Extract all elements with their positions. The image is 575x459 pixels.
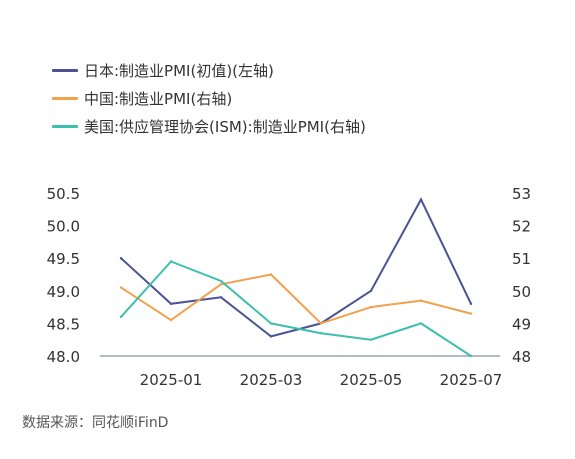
y-left-tick-label: 50.0 [47,218,80,236]
y-left-tick-label: 49.0 [47,283,80,301]
legend-label: 日本:制造业PMI(初值)(左轴) [84,61,274,80]
legend-swatch [52,68,78,72]
series-2-point [119,286,123,289]
series-2-point [219,283,223,286]
x-tick-label: 2025-07 [440,371,503,389]
y-right-tick-label: 53 [512,185,531,203]
legend-item: 美国:供应管理协会(ISM):制造业PMI(右轴) [52,112,366,140]
legend-item: 中国:制造业PMI(右轴) [52,84,366,112]
series-2-point [419,299,423,302]
series-3-point [219,279,223,283]
series-3-point [319,331,323,335]
x-tick-label: 2025-05 [340,371,403,389]
series-1-point [269,335,273,338]
series-2-point [469,312,473,315]
data-source-note: 数据来源：同花顺iFinD [22,415,169,431]
legend-label: 中国:制造业PMI(右轴) [84,89,233,108]
x-tick-label: 2025-01 [140,371,203,389]
legend-swatch [52,96,78,100]
y-right-tick-label: 52 [512,218,531,236]
y-right-tick-label: 50 [512,283,531,301]
y-left-tick-label: 48.5 [47,315,80,333]
series-2-point [169,318,173,322]
series-line-2 [120,273,472,325]
y-right-tick-label: 49 [512,315,531,333]
series-line-3 [120,260,472,357]
chart-legend: 日本:制造业PMI(初值)(左轴) 中国:制造业PMI(右轴) 美国:供应管理协会(… [52,56,366,140]
series-1-point [219,296,223,299]
y-left-tick-label: 49.5 [47,250,80,268]
series-3-point [119,315,123,319]
series-3-point [169,260,173,263]
series-1-point [419,198,423,201]
series-2-point [319,322,323,325]
legend-item: 日本:制造业PMI(初值)(左轴) [52,56,366,84]
series-3-point [269,322,273,325]
series-2-point [269,273,273,276]
series-3-point [419,322,423,325]
series-line-1 [120,197,472,338]
series-1-point [119,257,123,260]
series-1-point [169,302,173,306]
y-right-tick-label: 51 [512,250,531,268]
y-left-tick-label: 50.5 [47,185,80,203]
series-1-point [469,302,473,306]
y-right-tick-label: 48 [512,348,531,366]
series-3-point [369,338,373,341]
x-tick-label: 2025-03 [240,371,303,389]
y-left-tick-label: 48.0 [47,348,80,366]
legend-swatch [52,124,78,128]
series-1-point [369,289,373,292]
series-3-point [469,354,473,358]
legend-label: 美国:供应管理协会(ISM):制造业PMI(右轴) [84,117,366,136]
series-2-point [369,305,373,309]
